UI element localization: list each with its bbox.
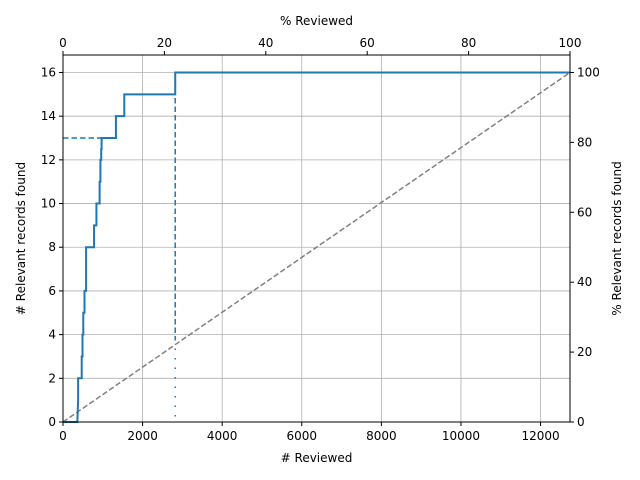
y-tick-label: 16 (41, 65, 56, 79)
y-tick-label: 10 (41, 197, 56, 211)
y-axis-label: # Relevant records found (14, 162, 28, 315)
x-tick-label: 8000 (366, 429, 397, 443)
y2-tick-label: 60 (577, 205, 592, 219)
x-tick-label: 6000 (287, 429, 318, 443)
y-tick-label: 8 (48, 240, 56, 254)
y-tick-label: 12 (41, 153, 56, 167)
x2-tick-label: 100 (559, 36, 582, 50)
y2-axis-label: % Relevant records found (610, 161, 624, 316)
y2-tick-label: 20 (577, 345, 592, 359)
x2-tick-label: 60 (360, 36, 375, 50)
grid (62, 55, 570, 423)
x-tick-label: 2000 (127, 429, 158, 443)
y-tick-label: 14 (41, 109, 56, 123)
x2-tick-label: 0 (59, 36, 67, 50)
ticks: 0 2000 4000 6000 8000 10000 120000246810121416… (41, 36, 600, 443)
plot-background (63, 55, 570, 422)
x-tick-label: 0 (59, 429, 67, 443)
x-tick-label: 12000 (521, 429, 559, 443)
x-tick-label: 10000 (442, 429, 480, 443)
series-group (62, 71, 571, 423)
y-tick-label: 4 (48, 328, 56, 342)
x-tick-label: 4000 (207, 429, 238, 443)
x2-tick-label: 20 (157, 36, 172, 50)
x2-axis-label: % Reviewed (280, 14, 353, 28)
y2-tick-label: 80 (577, 135, 592, 149)
plot-frame (62, 54, 571, 423)
x2-tick-label: 40 (258, 36, 273, 50)
random-baseline-line (62, 71, 571, 423)
y-tick-label: 6 (48, 284, 56, 298)
x2-tick-label: 80 (461, 36, 476, 50)
y-tick-label: 2 (48, 371, 56, 385)
recall-curve-line (63, 71, 570, 423)
y2-tick-label: 0 (577, 415, 585, 429)
y-tick-label: 0 (48, 415, 56, 429)
y2-tick-label: 100 (577, 65, 600, 79)
x-axis-label: # Reviewed (281, 451, 353, 465)
y2-tick-label: 40 (577, 275, 592, 289)
